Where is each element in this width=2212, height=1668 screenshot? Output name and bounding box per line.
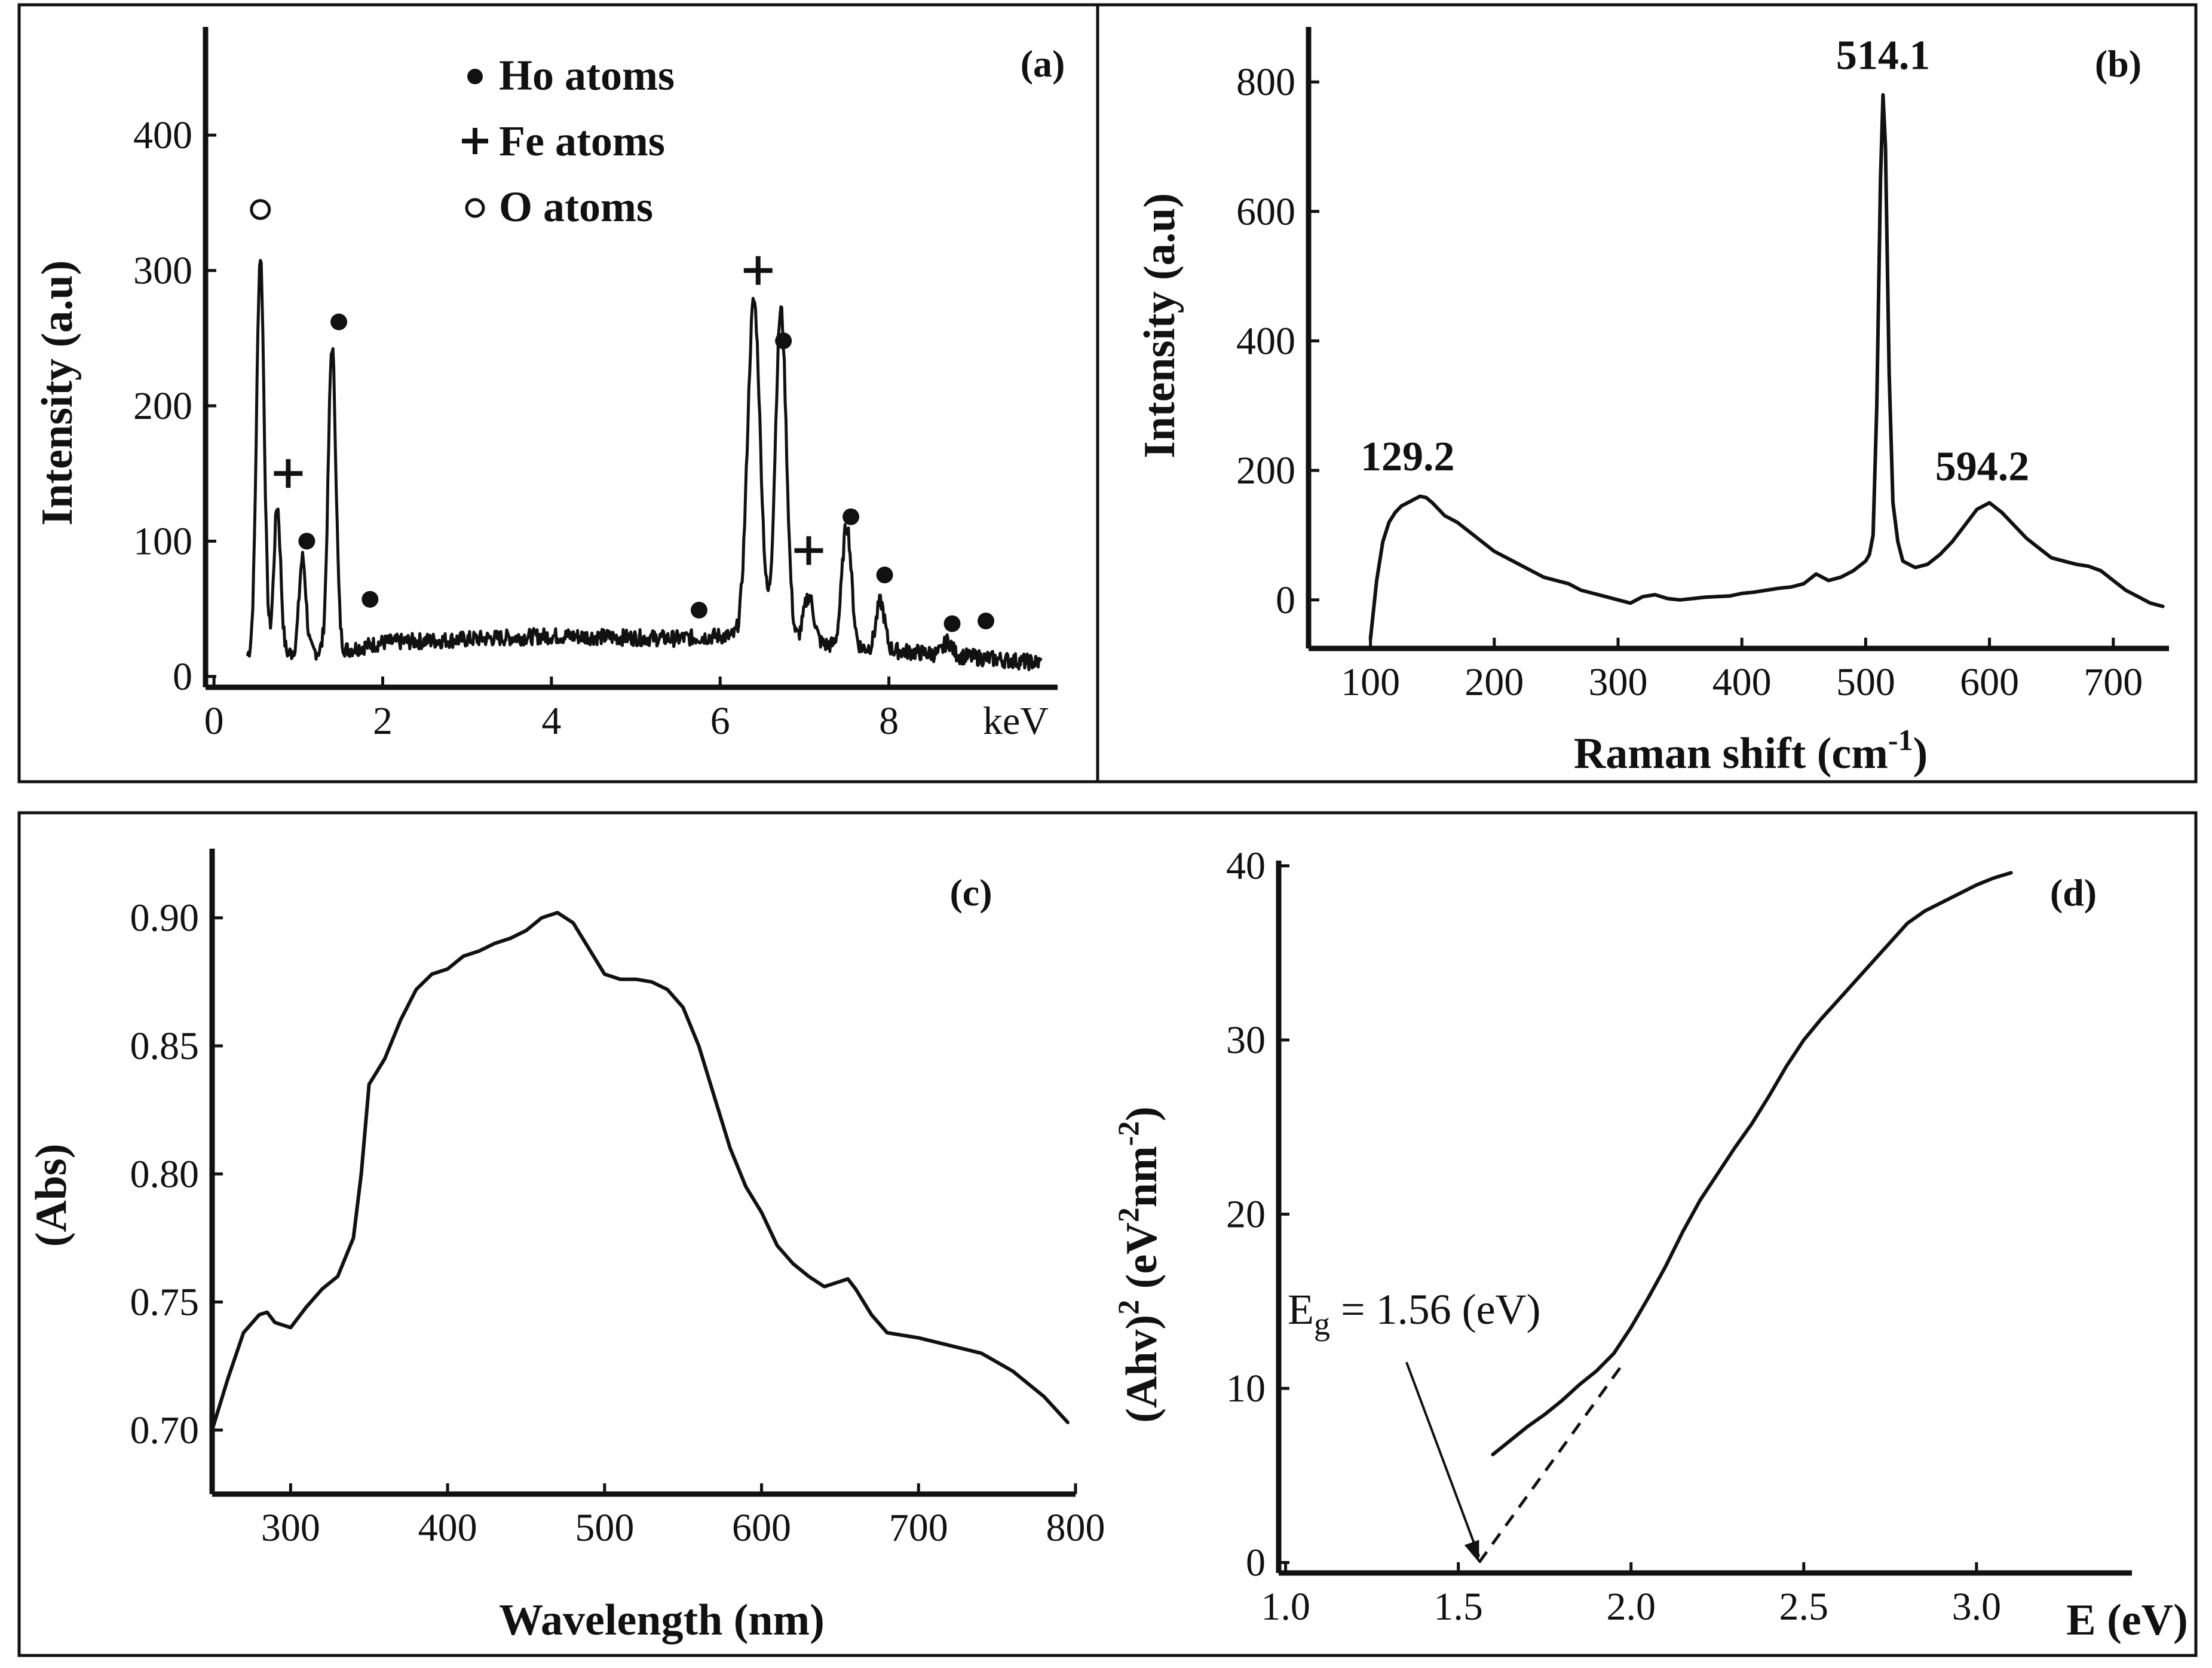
y-tick-label-a-2: 200 — [133, 384, 192, 428]
legend-marker-ho — [467, 69, 483, 84]
x-tick-label-d-4: 3.0 — [1952, 1585, 2002, 1629]
y-tick-label-d-2: 20 — [1226, 1193, 1266, 1237]
fe-atom-marker-1 — [274, 459, 303, 488]
ho-atom-marker-3 — [330, 313, 348, 330]
x-axis-title-b: Raman shift (cm-1) — [1574, 723, 1928, 778]
x-tick-label-c-4: 700 — [889, 1506, 948, 1550]
x-tick-label-c-3: 600 — [732, 1506, 791, 1550]
legend-label-0: Ho atoms — [499, 51, 675, 99]
legend-marker-fe — [462, 128, 488, 154]
y-axis-title-a: Intensity (a.u) — [33, 260, 82, 525]
band-gap-arrow-line — [1405, 1361, 1481, 1557]
x-tick-label-a-1: 2 — [373, 699, 393, 743]
x-tick-label-b-1: 200 — [1465, 660, 1524, 704]
fe-atom-marker-6 — [743, 256, 773, 285]
legend-marker-o — [465, 198, 485, 218]
x-tick-label-d-2: 2.0 — [1606, 1585, 1656, 1629]
y-tick-label-a-0: 0 — [173, 655, 192, 699]
x-tick-label-b-0: 100 — [1341, 660, 1400, 704]
panel-label-d: (d) — [2050, 871, 2097, 914]
panel-d: 1.0 1.5 2.0 2.5 3.0 0 10 20 30 40 (d) E (eV) (Ahv)2 … — [1111, 844, 2188, 1645]
tangent-extrapolation-line — [1478, 1361, 1626, 1563]
y-axis-title-c: (Abs) — [27, 1144, 76, 1247]
raman-spectrum-line — [1368, 93, 2165, 641]
y-tick-label-d-1: 10 — [1226, 1367, 1266, 1410]
frame-top-right — [1096, 3, 2198, 783]
peak-label-b-2: 594.2 — [1935, 443, 2030, 489]
band-gap-label: Eg = 1.56 (eV) — [1288, 1286, 1541, 1342]
panel-label-b: (b) — [2095, 42, 2141, 85]
absorbance-line — [210, 911, 1070, 1432]
legend-label-1: Fe atoms — [499, 117, 665, 165]
y-tick-label-b-2: 400 — [1236, 319, 1295, 363]
x-tick-label-a-0: 0 — [204, 699, 224, 743]
ho-atom-marker-11 — [943, 615, 961, 632]
x-tick-label-d-0: 1.0 — [1261, 1585, 1310, 1629]
panel-a: 0 2 4 6 8 0 100 200 300 400 (a) keV Intensity (a.u) H… — [33, 27, 1065, 743]
x-unit-label-a: keV — [983, 699, 1049, 743]
y-tick-label-b-0: 0 — [1276, 579, 1295, 622]
x-axis-title-c: Wavelength (nm) — [499, 1596, 825, 1645]
frame-bottom — [17, 811, 2198, 1657]
ho-atom-marker-12 — [977, 613, 994, 630]
peak-label-b-1: 514.1 — [1836, 32, 1931, 78]
x-tick-label-d-1: 1.5 — [1433, 1585, 1483, 1629]
tauc-plot-line — [1491, 871, 2013, 1456]
y-tick-label-c-2: 0.80 — [130, 1152, 200, 1196]
y-tick-label-a-1: 100 — [133, 519, 192, 563]
x-tick-label-c-1: 400 — [418, 1506, 477, 1550]
x-tick-label-b-3: 400 — [1712, 660, 1772, 704]
x-tick-label-a-2: 4 — [541, 699, 561, 743]
y-tick-label-b-4: 800 — [1236, 60, 1295, 104]
ho-atom-marker-4 — [361, 590, 379, 608]
y-tick-label-a-4: 400 — [133, 114, 192, 157]
x-tick-label-b-4: 500 — [1836, 660, 1895, 704]
ho-atom-marker-5 — [690, 601, 707, 619]
panel-label-c: (c) — [949, 871, 992, 914]
x-tick-label-a-4: 8 — [879, 699, 899, 743]
y-axis-title-d: (Ahv)2 (eV2nm-2) — [1111, 1106, 1166, 1422]
band-gap-arrow-head — [1464, 1540, 1479, 1563]
x-tick-label-c-0: 300 — [261, 1506, 320, 1550]
x-tick-label-a-3: 6 — [710, 699, 730, 743]
y-tick-label-b-3: 600 — [1236, 190, 1295, 234]
ho-atom-marker-2 — [298, 532, 315, 550]
y-tick-label-b-1: 200 — [1236, 449, 1295, 492]
o-atom-marker-0 — [250, 199, 271, 221]
x-unit-label-d: E (eV) — [2066, 1596, 2188, 1645]
ho-atom-marker-10 — [876, 567, 893, 584]
y-tick-label-a-3: 300 — [133, 249, 192, 293]
y-tick-label-c-3: 0.85 — [130, 1024, 200, 1068]
x-tick-label-b-2: 300 — [1588, 660, 1647, 704]
y-tick-label-d-0: 0 — [1246, 1541, 1266, 1585]
x-tick-label-d-3: 2.5 — [1779, 1585, 1829, 1629]
ho-atom-marker-9 — [842, 508, 860, 525]
y-axis-title-b: Intensity (a.u) — [1135, 193, 1184, 458]
peak-label-b-0: 129.2 — [1361, 434, 1455, 480]
y-tick-label-d-4: 40 — [1226, 844, 1266, 888]
ho-atom-marker-7 — [775, 332, 792, 350]
y-tick-label-c-0: 0.70 — [130, 1409, 200, 1452]
y-tick-label-c-1: 0.75 — [130, 1281, 200, 1324]
edx-spectrum-line — [246, 259, 1043, 672]
x-tick-label-b-6: 700 — [2084, 660, 2143, 704]
legend-label-2: O atoms — [499, 183, 653, 231]
x-tick-label-b-5: 600 — [1960, 660, 2019, 704]
y-tick-label-d-3: 30 — [1226, 1018, 1266, 1062]
panel-label-a: (a) — [1021, 42, 1065, 85]
x-tick-label-c-2: 500 — [575, 1506, 634, 1550]
panel-c: 300 400 500 600 700 800 0.70 0.75 0.80 0.85 0.90 (c… — [27, 849, 1105, 1645]
panel-b: 100 200 300 400 500 600 700 0 200 400 600 800 (b) Ram… — [1135, 27, 2169, 778]
y-tick-label-c-4: 0.90 — [130, 896, 200, 940]
fe-atom-marker-8 — [794, 536, 823, 565]
x-tick-label-c-5: 800 — [1046, 1506, 1105, 1550]
